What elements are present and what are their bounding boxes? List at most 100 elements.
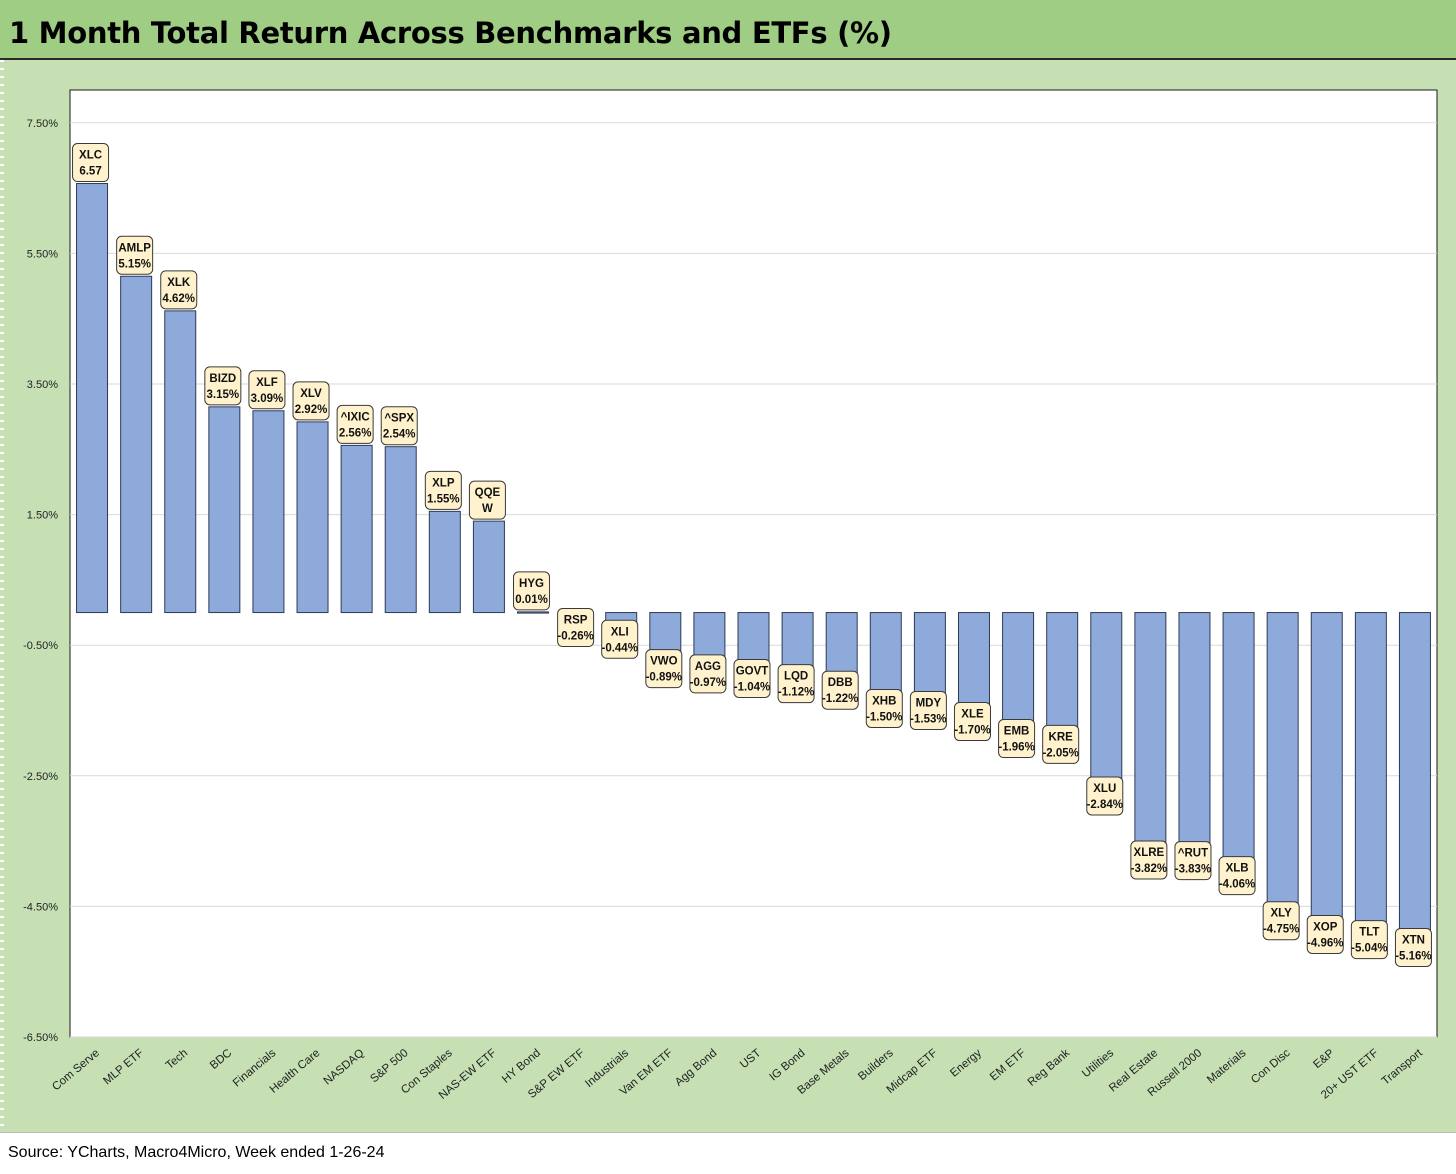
data-label-box — [1130, 840, 1168, 880]
data-label-ticker: XHB — [872, 696, 896, 708]
bar — [76, 183, 109, 614]
data-label-ticker: XOP — [1313, 921, 1338, 933]
data-label: XOP -4.96% — [1306, 914, 1344, 954]
data-label-box — [1042, 724, 1080, 764]
data-label: XLC 6.57 — [72, 143, 110, 183]
data-label-value: -5.16% — [1395, 950, 1431, 962]
bar-chart: 7.50% 5.50% 3.50% 1.50% -0.50% -2.50% -4.50% -6… — [23, 89, 1438, 1102]
data-label-value: 4.62% — [162, 293, 195, 305]
x-tick-label: Tech — [164, 1047, 190, 1072]
data-label-ticker: XLU — [1093, 783, 1116, 795]
title-bar: 1 Month Total Return Across Benchmarks a… — [0, 0, 1456, 60]
bar — [1354, 612, 1387, 943]
data-label-box — [998, 719, 1036, 759]
data-label-ticker: XLI — [611, 626, 629, 638]
data-label-ticker: ^RUT — [1178, 848, 1208, 860]
data-label-box — [1350, 920, 1388, 960]
chart-title: 1 Month Total Return Across Benchmarks a… — [9, 16, 892, 50]
data-label: LQD -1.12% — [777, 664, 815, 704]
data-label-box — [160, 270, 198, 310]
data-label-box — [116, 235, 154, 275]
data-label-ticker: DBB — [828, 677, 853, 689]
data-label-value: 2.54% — [383, 429, 416, 441]
bar — [252, 410, 285, 614]
data-label-ticker: XLV — [300, 388, 322, 400]
bar — [1046, 612, 1079, 747]
data-label-box — [689, 654, 727, 694]
data-label: EMB -1.96% — [998, 719, 1036, 759]
data-label-box — [557, 608, 595, 648]
data-label-ticker: TLT — [1359, 927, 1379, 939]
data-label-value: -1.70% — [954, 725, 990, 737]
x-tick-label: Agg Bond — [673, 1047, 719, 1089]
data-label-box — [248, 370, 286, 410]
data-label-value: -3.82% — [1131, 863, 1167, 875]
data-label-value: -2.84% — [1087, 799, 1123, 811]
data-label: GOVT -1.04% — [733, 658, 771, 698]
data-label: DBB -1.22% — [821, 670, 859, 710]
data-label-ticker: ^SPX — [384, 413, 414, 425]
data-label-value: 6.57 — [79, 166, 101, 178]
data-label: XLI -0.44% — [601, 619, 639, 659]
data-label: AGG -0.97% — [689, 654, 727, 694]
data-label-ticker: XTN — [1402, 934, 1425, 946]
data-label-value: 2.56% — [339, 427, 372, 439]
y-tick-label: 1.50% — [27, 510, 58, 522]
data-label-value: -1.50% — [866, 712, 902, 724]
x-tick-label: MLP ETF — [101, 1047, 146, 1087]
data-label-value: -1.96% — [998, 742, 1034, 754]
y-tick-label: -2.50% — [23, 771, 58, 783]
x-tick-label: S&P 500 — [368, 1047, 410, 1085]
data-label: XLF 3.09% — [248, 370, 286, 410]
bar — [1310, 612, 1343, 937]
data-label-box — [468, 480, 506, 520]
data-label: XLK 4.62% — [160, 270, 198, 310]
x-tick-label: Con Disc — [1249, 1047, 1293, 1086]
bar — [296, 421, 329, 614]
data-label-ticker: LQD — [784, 671, 808, 683]
data-label-value: -1.22% — [822, 693, 858, 705]
data-label-ticker: XLY — [1271, 908, 1293, 920]
bar — [1090, 612, 1123, 799]
y-tick-label: 5.50% — [27, 248, 58, 260]
data-label-ticker: HYG — [519, 578, 544, 590]
bar — [1222, 612, 1255, 879]
x-tick-label: IG Bond — [767, 1047, 807, 1083]
data-label-box — [1174, 841, 1212, 881]
y-tick-label: -4.50% — [23, 901, 58, 913]
data-label: ^RUT -3.83% — [1174, 841, 1212, 881]
data-label-value: -1.04% — [734, 681, 770, 693]
data-label: MDY -1.53% — [909, 690, 947, 730]
data-label-ticker: XLE — [961, 709, 984, 721]
data-label-box — [204, 366, 242, 406]
x-tick-label: NASDAQ — [322, 1047, 367, 1087]
data-label-box — [1306, 914, 1344, 954]
data-label-box — [777, 664, 815, 704]
x-tick-label: BDC — [208, 1047, 234, 1072]
y-tick-label: 7.50% — [27, 118, 58, 130]
data-label: XLP 1.55% — [424, 470, 462, 510]
data-label-ticker: GOVT — [736, 665, 769, 677]
data-label: XHB -1.50% — [865, 689, 903, 728]
data-label-ticker: MDY — [916, 697, 942, 709]
data-label: XLY -4.75% — [1262, 901, 1300, 941]
data-label-value: -1.12% — [778, 687, 814, 699]
x-tick-label: Utilities — [1080, 1047, 1116, 1080]
data-label-value: 1.55% — [427, 493, 460, 505]
data-label-value: W — [482, 503, 493, 515]
data-label: XTN -5.16% — [1394, 927, 1432, 967]
bar — [428, 510, 461, 614]
data-label-value: 2.92% — [295, 404, 328, 416]
x-tick-label: E&P — [1311, 1047, 1337, 1071]
data-label-ticker: VWO — [650, 656, 678, 668]
data-label: XLV 2.92% — [292, 381, 330, 421]
data-label-box — [72, 143, 110, 183]
data-label: ^IXIC 2.56% — [336, 404, 374, 444]
data-label: XLB -4.06% — [1218, 856, 1256, 896]
data-label: XLE -1.70% — [953, 702, 991, 742]
data-label-ticker: XLC — [79, 150, 102, 162]
data-label: HYG 0.01% — [513, 571, 551, 611]
y-tick-label: -6.50% — [23, 1032, 58, 1044]
data-label-ticker: QQE — [475, 487, 501, 499]
data-label-value: -2.05% — [1042, 747, 1078, 759]
